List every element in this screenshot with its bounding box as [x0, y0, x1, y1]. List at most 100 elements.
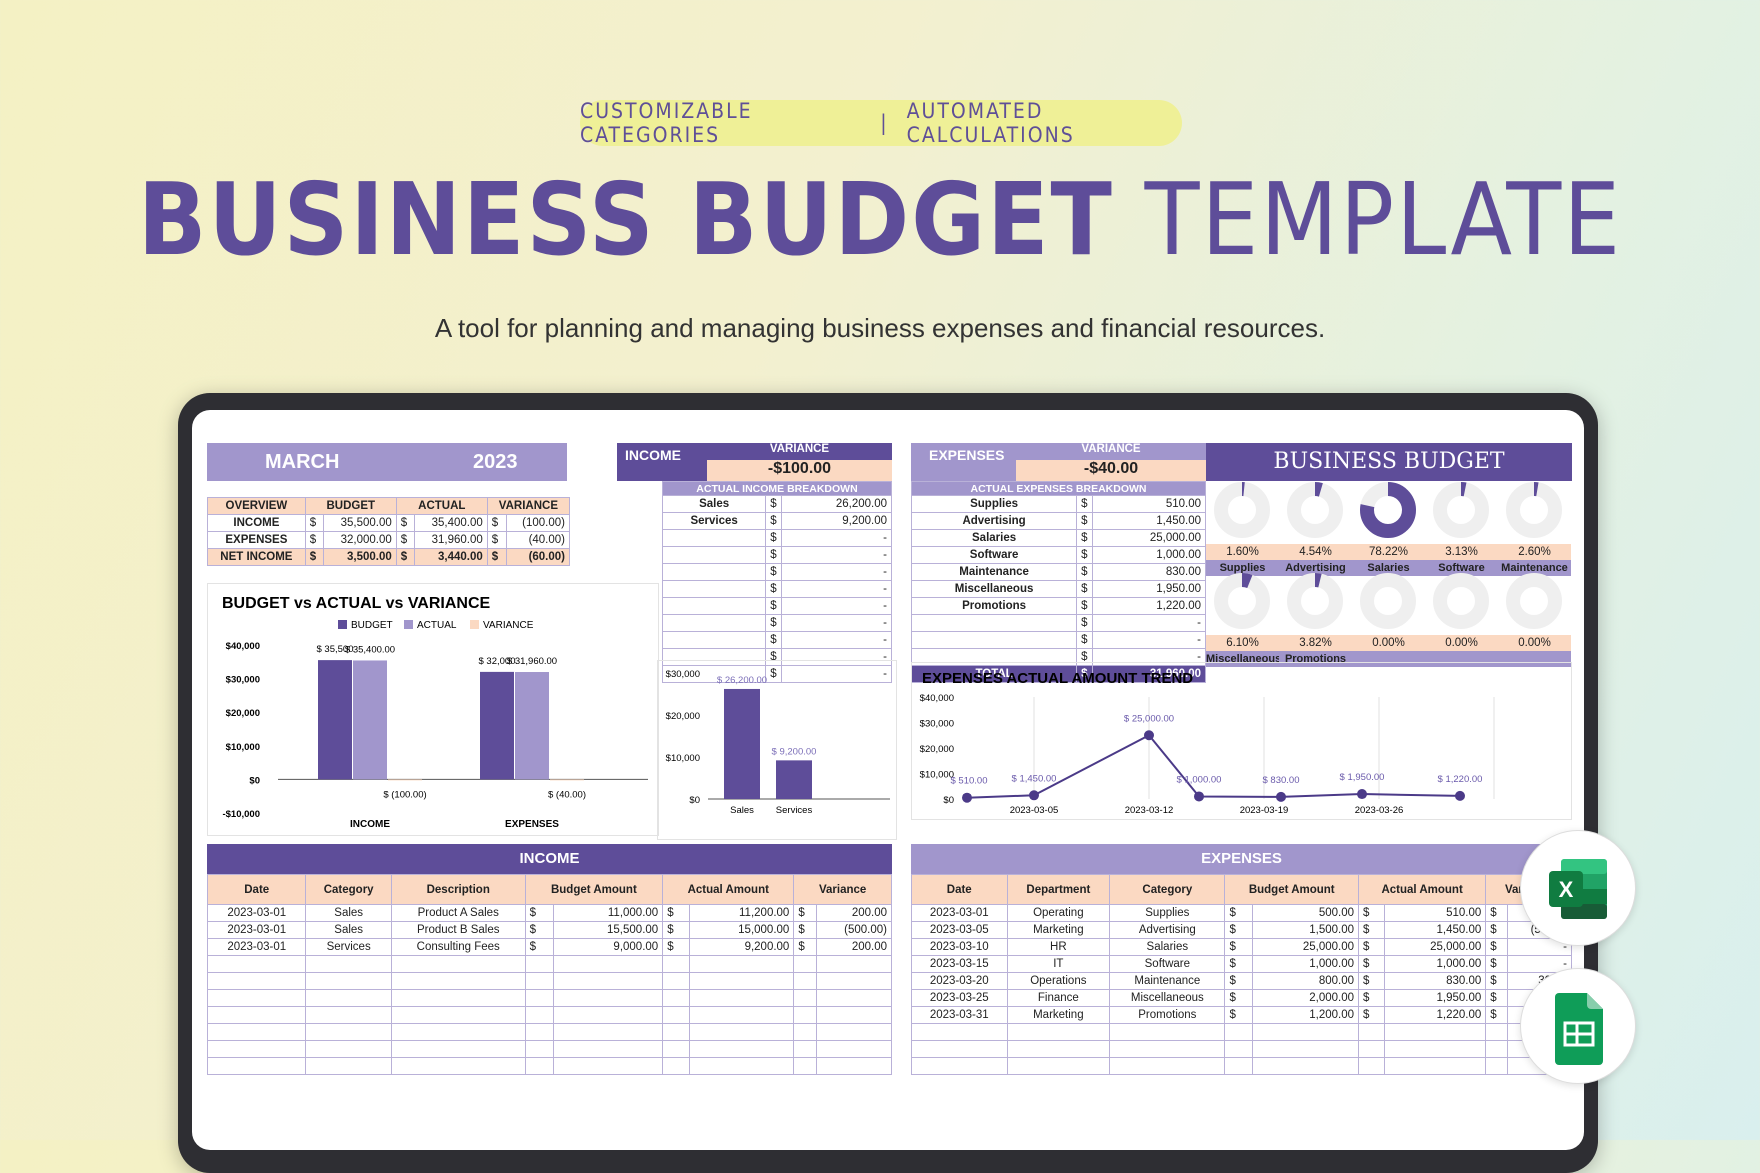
amount-cell — [688, 1040, 795, 1058]
y-tick-label: $10,000 — [226, 742, 260, 753]
column-header: Category — [1109, 874, 1226, 905]
column-header: Actual Amount — [662, 874, 795, 905]
currency-cell: $ — [793, 904, 817, 922]
legend-label: VARIANCE — [483, 620, 534, 631]
breakdown-currency: $ — [765, 529, 782, 547]
table-row — [206, 1057, 893, 1075]
y-tick-label: -$10,000 — [222, 809, 260, 820]
amount-cell: 200.00 — [815, 904, 893, 922]
currency-cell: $ — [1485, 972, 1508, 990]
bar — [515, 672, 549, 780]
overview-header: OVERVIEW — [207, 497, 306, 515]
data-label: $ 35,400.00 — [345, 644, 395, 655]
donut-track — [1433, 573, 1489, 629]
table-row — [206, 955, 893, 973]
amount-cell — [1251, 1040, 1360, 1058]
donut-slice — [1214, 482, 1270, 538]
column-header: Category — [305, 874, 392, 905]
category-cell — [305, 989, 392, 1007]
income-table-title: INCOME — [207, 844, 892, 874]
x-tick-label: Services — [776, 805, 813, 816]
category-cell: Sales — [305, 921, 392, 939]
column-header: Date — [206, 874, 307, 905]
income-variance-value: -$100.00 — [707, 460, 892, 481]
overview-value-currency: $ — [395, 531, 416, 549]
y-tick-label: $0 — [689, 795, 700, 806]
expenses-table: Date Department Category Budget Amount Actua… — [911, 874, 1573, 1075]
category-cell: Services — [305, 938, 392, 956]
currency-cell: $ — [1224, 955, 1253, 973]
amount-cell — [815, 1057, 893, 1075]
category-cell — [1006, 1023, 1111, 1041]
amount-cell — [815, 989, 893, 1007]
amount-cell — [688, 989, 795, 1007]
list-item: Promotions $1,220.00 — [910, 597, 1207, 615]
amount-cell: 500.00 — [1251, 904, 1360, 922]
x-tick-label: 2023-03-05 — [1010, 805, 1059, 816]
breakdown-value: 1,000.00 — [1091, 546, 1207, 564]
currency-cell: $ — [1358, 904, 1385, 922]
data-label: $ 1,450.00 — [1012, 773, 1057, 784]
data-label: $ (40.00) — [548, 789, 586, 800]
donut-percent: 0.00% — [1425, 635, 1498, 651]
expenses-breakdown-title: ACTUAL EXPENSES BREAKDOWN — [911, 481, 1206, 496]
column-header: Department — [1006, 874, 1111, 905]
legend-label: BUDGET — [351, 620, 393, 631]
donut-slice — [1360, 482, 1416, 538]
category-cell: Operations — [1006, 972, 1111, 990]
donut-slice — [1287, 573, 1343, 629]
category-cell: Sales — [305, 904, 392, 922]
currency-cell: $ — [1485, 955, 1508, 973]
data-label: $ 510.00 — [951, 776, 988, 787]
list-item: $ - — [661, 580, 893, 598]
data-label: $ (100.00) — [383, 789, 426, 800]
breakdown-label — [661, 563, 767, 581]
donut-chart: 3.13% Software — [1425, 481, 1498, 576]
expenses-header: EXPENSES — [911, 443, 1016, 481]
x-tick-label: 2023-03-19 — [1240, 805, 1289, 816]
income-header: INCOME — [617, 443, 707, 481]
table-row: 2023-03-10 HR Salaries $25,000.00 $25,000.00… — [911, 938, 1573, 956]
donut-label: Salaries — [1352, 560, 1425, 576]
google-sheets-icon[interactable] — [1520, 968, 1636, 1084]
chart-title: EXPENSES ACTUAL AMOUNT TREND — [922, 670, 1193, 687]
table-row — [911, 1040, 1573, 1058]
overview-header: BUDGET — [304, 497, 397, 515]
excel-icon[interactable]: X — [1520, 830, 1636, 946]
donut-chart: 0.00% — [1352, 572, 1425, 667]
expense-share-donuts: 1.60% Supplies 4.54% Advertising 78.22% Salar… — [1206, 481, 1572, 667]
list-item: Supplies $510.00 — [910, 495, 1207, 513]
list-item: $ - — [661, 597, 893, 615]
data-point — [1194, 791, 1204, 802]
amount-cell — [552, 1057, 664, 1075]
amount-cell — [815, 972, 893, 990]
amount-cell — [552, 1023, 664, 1041]
donut-percent: 78.22% — [1352, 544, 1425, 560]
table-row: 2023-03-01 Sales Product B Sales $15,500.00… — [206, 921, 893, 939]
date-cell — [206, 1006, 307, 1024]
donut-slice — [1214, 573, 1270, 629]
total-label: TOTAL — [910, 665, 1078, 683]
page-subtitle: A tool for planning and managing busines… — [434, 313, 1326, 343]
table-row: 2023-03-25 Finance Miscellaneous $2,000.00 $… — [911, 989, 1573, 1007]
amount-cell: 1,950.00 — [1383, 989, 1487, 1007]
amount-cell: 1,450.00 — [1383, 921, 1487, 939]
amount-cell: 15,500.00 — [552, 921, 664, 939]
tagline-left: CUSTOMIZABLE CATEGORIES — [580, 99, 753, 147]
breakdown-label: Salaries — [910, 529, 1078, 547]
donut-slice — [1433, 482, 1489, 538]
date-cell: 2023-03-31 — [911, 1006, 1008, 1024]
data-point — [1357, 789, 1367, 800]
currency-cell — [1358, 1057, 1385, 1075]
overview-value: (40.00) — [505, 531, 571, 549]
currency-cell: $ — [1224, 904, 1253, 922]
data-label: $ 31,960.00 — [507, 656, 557, 667]
income-breakdown-title: ACTUAL INCOME BREAKDOWN — [662, 481, 892, 496]
currency-cell — [524, 1057, 554, 1075]
breakdown-value: - — [1091, 631, 1207, 649]
data-label: $ 32,000 — [479, 656, 516, 667]
date-cell: 2023-03-01 — [206, 938, 307, 956]
breakdown-value: - — [780, 529, 893, 547]
overview-value-currency: $ — [304, 548, 325, 566]
currency-cell — [1358, 1040, 1385, 1058]
